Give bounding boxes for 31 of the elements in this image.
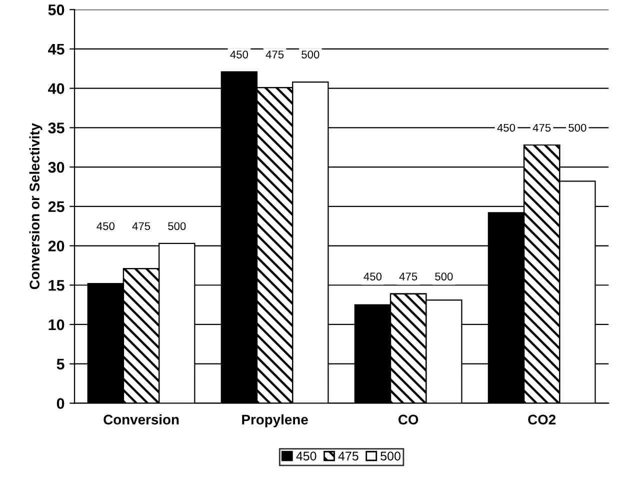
y-tick-label: 40 [48, 83, 64, 94]
annotation: 500 [302, 50, 320, 58]
annotation: 500 [435, 272, 453, 280]
annotation: 500 [568, 124, 586, 132]
y-tick-label: 30 [48, 162, 64, 173]
x-tick-label: CO2 [528, 414, 556, 425]
annotation: 450 [230, 50, 248, 58]
annotation: 450 [96, 222, 115, 230]
annotation: 475 [532, 124, 551, 132]
x-tick-label: Propylene [242, 414, 308, 428]
legend-label: 475 [338, 452, 358, 460]
y-tick-label: 5 [56, 358, 64, 370]
y-tick-label: 45 [48, 44, 64, 55]
annotation: 475 [266, 50, 284, 58]
annotation: 475 [132, 222, 150, 230]
annotation: 475 [399, 272, 418, 280]
annotation: 500 [168, 222, 186, 230]
legend-label: 450 [296, 452, 316, 460]
x-tick-label: CO [398, 414, 418, 425]
y-axis-title: Conversion or Selectivity [29, 123, 42, 290]
y-tick-label: 35 [48, 122, 64, 134]
y-tick-label: 50 [48, 4, 64, 16]
y-tick-label: 25 [48, 201, 64, 212]
y-tick-label: 10 [48, 319, 64, 330]
y-tick-label: 20 [48, 240, 64, 252]
annotation: 450 [497, 124, 516, 132]
annotation: 450 [364, 272, 382, 280]
legend-label: 500 [380, 452, 400, 460]
x-tick-label: Conversion [104, 414, 179, 425]
y-tick-label: 0 [56, 398, 64, 409]
y-tick-label: 15 [48, 280, 64, 291]
